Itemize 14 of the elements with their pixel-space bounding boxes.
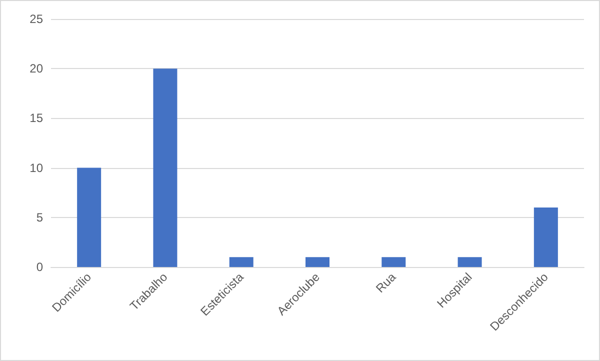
y-tick-label: 10: [30, 160, 44, 175]
bar: [382, 257, 406, 267]
y-tick-label: 0: [36, 260, 44, 274]
bar: [77, 168, 102, 267]
y-tick-label: 20: [30, 62, 44, 76]
bar: [306, 257, 330, 267]
bar: [458, 257, 482, 267]
y-tick-label: 25: [30, 12, 44, 26]
y-tick-label: 5: [36, 210, 44, 224]
bar: [229, 257, 254, 267]
y-tick-label: 15: [30, 111, 44, 126]
bar: [534, 207, 558, 267]
bar: [153, 68, 178, 267]
x-tick-label: Rua: [373, 270, 399, 296]
